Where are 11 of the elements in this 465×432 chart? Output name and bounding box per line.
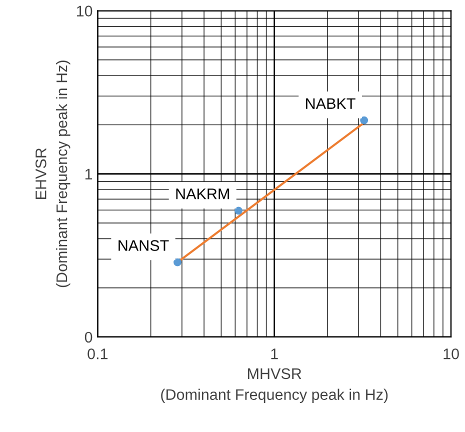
annotation: NABKT [306,98,356,109]
x-tick-label: 1 [271,348,278,360]
x-axis-title: MHVSR (Dominant Frequency peak in Hz) [161,368,388,403]
y-axis-title: EHVSR (Dominant Frequency peak in Hz) [36,60,70,288]
y-tick-label: 1 [85,168,92,180]
annotation: NANST [118,240,169,251]
annotation: NAKRM [176,188,229,200]
x-tick-label: 10 [444,348,459,360]
y-tick-label: 10 [76,6,92,16]
x-tick-label: 0.1 [88,348,108,360]
y-tick-label: 0 [84,332,92,343]
